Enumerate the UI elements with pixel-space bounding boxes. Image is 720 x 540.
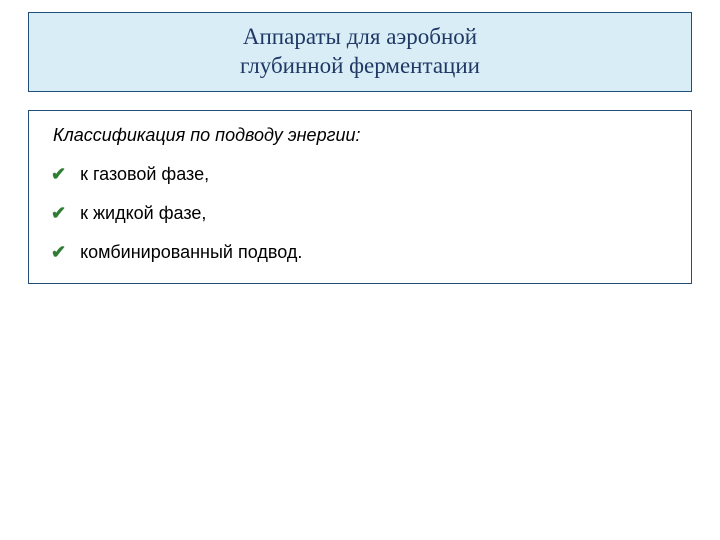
check-icon: ✔ [51, 203, 66, 224]
check-icon: ✔ [51, 242, 66, 263]
list-item: ✔ к газовой фазе, [49, 164, 671, 185]
bullet-text: к газовой фазе, [80, 164, 209, 185]
bullet-text: комбинированный подвод. [80, 242, 302, 263]
check-icon: ✔ [51, 164, 66, 185]
list-item: ✔ к жидкой фазе, [49, 203, 671, 224]
header-line-2: глубинной ферментации [29, 52, 691, 81]
header-line-1: Аппараты для аэробной [29, 23, 691, 52]
content-heading: Классификация по подводу энергии: [53, 125, 671, 146]
bullet-text: к жидкой фазе, [80, 203, 206, 224]
content-box: Классификация по подводу энергии: ✔ к га… [28, 110, 692, 284]
bullet-list: ✔ к газовой фазе, ✔ к жидкой фазе, ✔ ком… [49, 164, 671, 263]
list-item: ✔ комбинированный подвод. [49, 242, 671, 263]
header-box: Аппараты для аэробной глубинной фермента… [28, 12, 692, 92]
